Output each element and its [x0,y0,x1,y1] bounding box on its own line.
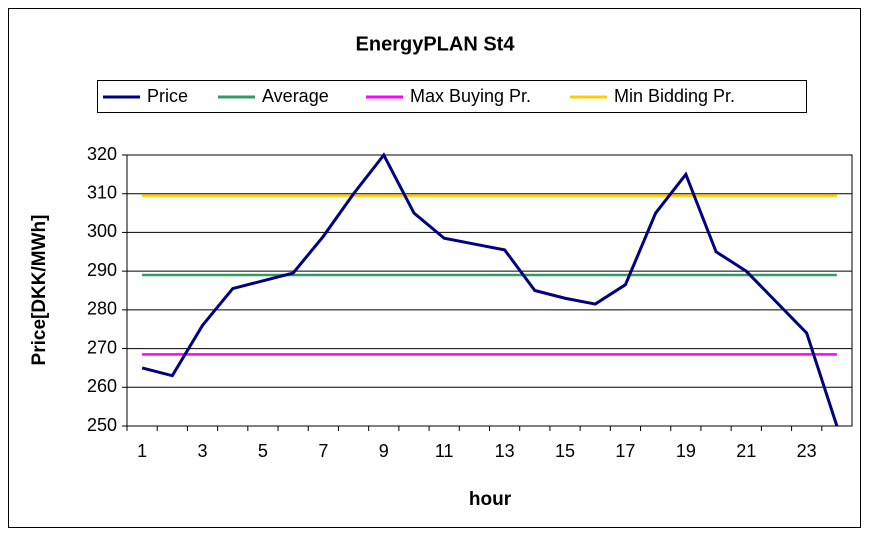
x-tick-label: 11 [435,441,454,461]
y-tick-label: 270 [87,337,117,357]
x-tick-label: 17 [615,441,635,461]
y-tick-label: 300 [87,221,117,241]
x-tick-label: 13 [495,441,515,461]
x-tick-label: 9 [379,441,389,461]
x-tick-label: 15 [555,441,575,461]
legend-box [97,80,807,113]
x-tick-label: 3 [198,441,208,461]
chart-title: EnergyPLAN St4 [356,33,516,55]
y-tick-label: 320 [87,144,117,164]
x-tick-label: 1 [137,441,147,461]
x-axis-title: hour [469,489,512,510]
y-tick-label: 290 [87,260,117,280]
y-axis-title: Price[DKK/MWh] [29,215,50,366]
x-tick-label: 5 [258,441,268,461]
x-tick-label: 19 [676,441,696,461]
legend-label: Min Bidding Pr. [614,86,735,106]
y-tick-label: 250 [87,415,117,435]
x-tick-label: 7 [318,441,328,461]
y-tick-label: 280 [87,299,117,319]
y-tick-label: 260 [87,376,117,396]
y-tick-label: 310 [87,182,117,202]
x-tick-label: 21 [736,441,756,461]
x-tick-label: 23 [797,441,817,461]
legend-label: Average [262,86,329,106]
legend-label: Price [147,86,188,106]
series-line [141,152,839,427]
legend-label: Max Buying Pr. [410,86,531,106]
